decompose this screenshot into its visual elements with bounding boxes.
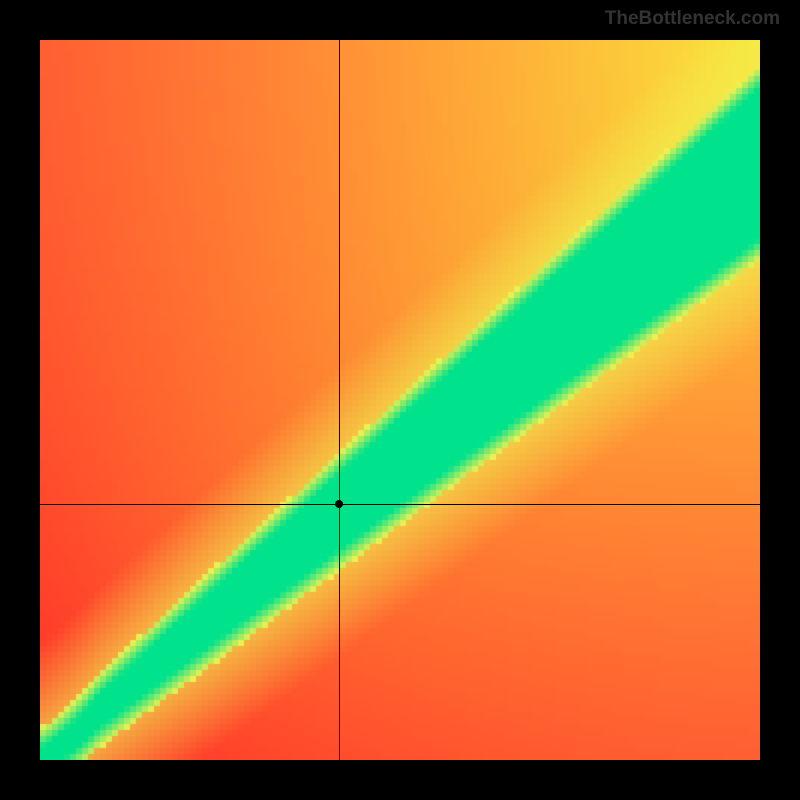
watermark-text: TheBottleneck.com bbox=[605, 8, 780, 30]
data-point-marker bbox=[335, 500, 343, 508]
crosshair-horizontal bbox=[40, 504, 760, 505]
crosshair-vertical bbox=[339, 40, 340, 760]
bottleneck-heatmap bbox=[40, 40, 760, 760]
heatmap-canvas bbox=[40, 40, 760, 760]
